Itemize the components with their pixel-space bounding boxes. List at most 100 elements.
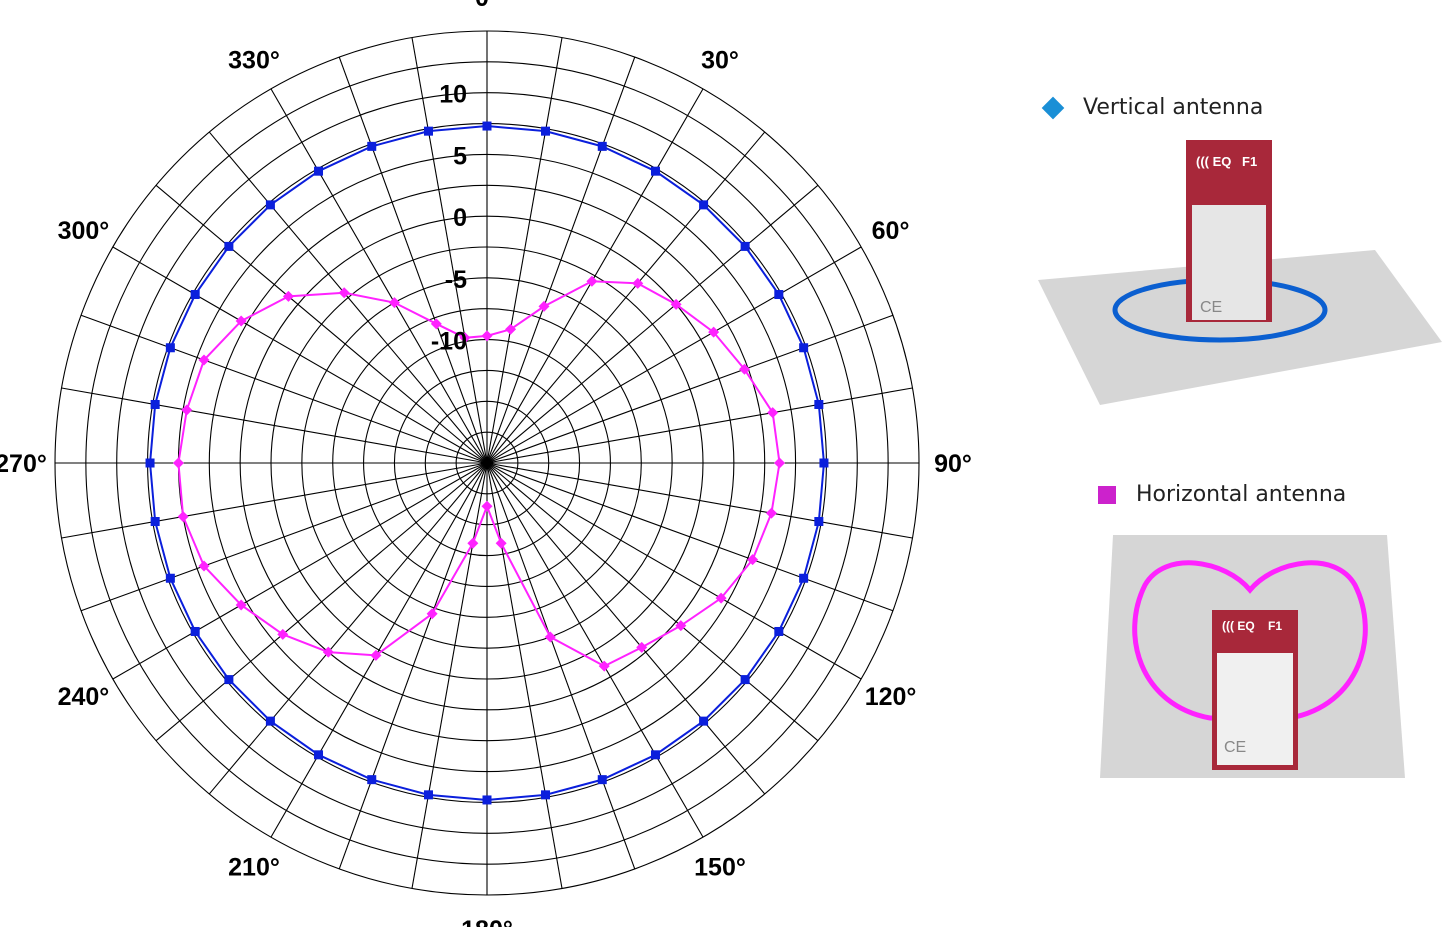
data-point [708,326,720,338]
model-mark: F1 [1242,154,1257,169]
grid-spoke [112,246,488,464]
data-point [282,290,294,302]
angle-tick-labels: 0° 30° 60° 90° 120° 150° 180° 210° 240° 270° 300° 3… [0,0,972,927]
data-point [265,200,275,210]
data-point [632,277,644,289]
data-point [481,330,493,342]
data-point [699,200,709,210]
data-point [650,750,660,760]
series-line [177,280,781,668]
data-point [367,141,377,151]
grid-spoke [411,462,488,889]
angle-tick-label: 90° [934,450,972,478]
data-point [172,457,184,469]
grid-spoke [208,131,488,464]
data-point [598,660,610,672]
data-point [541,126,551,136]
data-point [314,750,324,760]
data-point [597,775,607,785]
grid-spoke [61,387,488,464]
grid-spoke [486,314,894,464]
data-point [495,537,507,549]
grid-spoke [486,462,704,838]
grid-spoke [208,462,488,795]
data-point [165,573,175,583]
grid-spoke [486,37,563,464]
grid-spoke [486,88,704,464]
grid-spoke [486,462,894,612]
angle-tick-label: 120° [865,683,917,711]
grid-spoke [61,462,488,539]
data-point [150,399,160,409]
angle-tick-label: 210° [228,854,280,882]
data-point [430,318,442,330]
legend-horizontal: Horizontal antenna [1098,482,1346,507]
data-point [150,517,160,527]
data-point [370,649,382,661]
data-point [145,458,155,468]
data-point [799,343,809,353]
data-point [277,628,289,640]
radial-tick-label: -10 [431,328,467,356]
model-mark-2: F1 [1268,619,1282,633]
data-point [190,626,200,636]
data-point [819,458,829,468]
angle-tick-label: 330° [228,46,280,74]
data-point [482,795,492,805]
ce-mark: CE [1200,299,1222,316]
data-point [814,517,824,527]
data-point [423,790,433,800]
angle-tick-label: 30° [701,46,739,74]
grid-spoke [486,462,819,742]
grid-spoke [411,37,488,464]
data-point [799,573,809,583]
series-horizontal [172,275,786,672]
angle-tick-label: 0° [475,0,499,12]
grid-spoke [486,462,636,870]
data-point [740,675,750,685]
data-point [586,275,598,287]
radial-tick-label: 0 [453,204,467,232]
data-point [388,297,400,309]
data-point [338,287,350,299]
data-point [699,716,709,726]
data-point [322,646,334,658]
data-point [767,407,779,419]
module-mark: ((( EQ [1196,154,1231,169]
grid-spoke [155,462,488,742]
data-point [367,775,377,785]
square-icon [1098,485,1116,504]
antenna-illustrations: ((( EQ F1 CE ((( EQ F1 CE [1038,140,1442,778]
angle-tick-label: 180° [461,916,513,927]
data-point [715,592,727,604]
radial-tick-labels: 10 5 0 -5 -10 [431,81,467,356]
data-point [814,399,824,409]
data-point [165,343,175,353]
angle-tick-label: 60° [872,217,910,245]
legend-vertical: Vertical antenna [1041,95,1263,120]
data-point [459,332,471,344]
data-point [198,560,210,572]
grid-spoke [338,56,488,464]
radial-tick-label: 5 [453,142,467,170]
data-point [774,457,786,469]
data-point [177,511,189,523]
polar-chart: 0° 30° 60° 90° 120° 150° 180° 210° 240° 270° 300° 3… [0,0,972,927]
data-point [650,166,660,176]
grid-spoke [486,462,862,680]
data-point [181,404,193,416]
data-point [314,166,324,176]
horizontal-module: ((( EQ F1 CE [1212,610,1298,770]
grid-spoke [486,184,819,464]
grid-spoke [338,462,488,870]
data-point [636,641,648,653]
radial-tick-label: -5 [445,266,467,294]
angle-tick-label: 300° [58,217,110,245]
data-point [224,241,234,251]
data-point [198,354,210,366]
grid-spoke [486,462,563,889]
data-point [235,315,247,327]
data-point [541,790,551,800]
vertical-module: ((( EQ F1 CE [1186,140,1272,322]
angle-tick-label: 150° [694,854,746,882]
